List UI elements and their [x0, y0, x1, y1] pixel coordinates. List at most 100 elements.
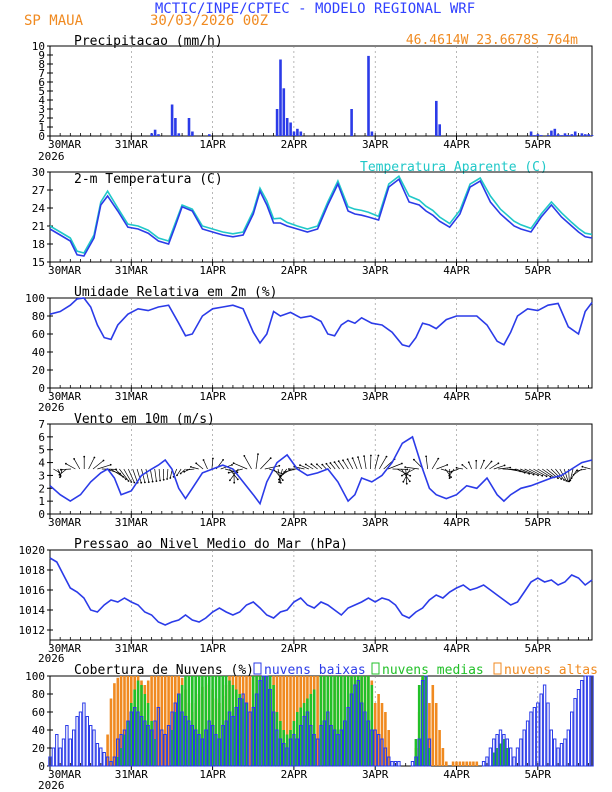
- wind-arrow-head: [333, 461, 336, 463]
- wind-arrow-head: [545, 475, 548, 478]
- wind-arrow-head: [195, 462, 198, 465]
- cloud-mid-bar: [421, 676, 424, 766]
- x-date-label: 3APR: [362, 516, 389, 529]
- wind-arrow-head: [325, 462, 328, 465]
- x-date-label: 5APR: [525, 390, 552, 403]
- wind-arrow: [277, 468, 282, 483]
- wind-arrow: [347, 459, 354, 470]
- wind-arrow: [468, 462, 473, 470]
- wind-arrow-head: [549, 475, 552, 478]
- y-tick-label: 40: [32, 346, 45, 359]
- wind-arrow: [524, 468, 539, 476]
- wind-arrow-head: [236, 478, 239, 481]
- precip-bar: [560, 135, 563, 136]
- wind-arrow: [493, 465, 505, 470]
- clouds-panel: 0 20 40 60 80 100 30MAR 31MAR 1APR 2APR 3APR 4APR 5A…: [25, 670, 594, 781]
- cloud-mid-bar: [350, 676, 353, 766]
- cloud-mid-bar: [428, 748, 431, 766]
- plot-frame: [49, 423, 593, 515]
- cloud-mid-bar: [201, 676, 204, 766]
- x-date-label: 31MAR: [115, 390, 148, 403]
- cloud-mid-bar: [506, 748, 509, 766]
- cloud-low-bar: [221, 725, 225, 767]
- x-date-label: 1APR: [199, 642, 226, 655]
- x-date-label: 1APR: [199, 768, 226, 781]
- cloud-low-bar: [129, 711, 134, 767]
- cloud-mid-bar: [235, 689, 238, 766]
- y-tick-label: 1: [38, 495, 45, 508]
- cloud-low-bar: [410, 761, 415, 767]
- y-tick-label: 1012: [19, 624, 46, 637]
- cloud-low-bar: [424, 675, 428, 767]
- cloud-low-bar: [210, 725, 215, 767]
- y-tick-label: 8: [38, 58, 45, 71]
- wind-arrow: [352, 458, 358, 470]
- cloud-low-bar: [136, 711, 140, 767]
- precip-bar: [553, 128, 557, 136]
- cloud-low-bar: [393, 761, 398, 767]
- cloud-high-bar: [167, 676, 170, 766]
- cloud-low-bar: [166, 725, 171, 767]
- y-tick-label: 0: [38, 130, 45, 143]
- cloud-high-bar: [289, 676, 292, 766]
- cloud-low-bar: [559, 743, 564, 767]
- wind-arrow: [92, 460, 104, 470]
- x-date-label: 3APR: [362, 768, 389, 781]
- cloud-low-bar: [85, 716, 89, 767]
- wind-arrow: [299, 464, 309, 470]
- clouds-legend-medias-swatch: [371, 662, 380, 675]
- y-tick-label: 60: [32, 328, 45, 341]
- precip-bar: [529, 131, 533, 136]
- wind-arrow-head: [229, 479, 231, 482]
- cloud-low-bar: [190, 725, 195, 767]
- wind-arrow-head: [231, 464, 233, 466]
- cloud-high-bar: [472, 761, 475, 766]
- wind-arrow: [260, 457, 271, 470]
- wind-arrow: [489, 463, 499, 470]
- cloud-low-bar: [566, 729, 570, 767]
- x-date-label: 30MAR: [48, 390, 81, 403]
- y-tick-label: 3: [38, 469, 45, 482]
- cloud-low-bar: [58, 747, 62, 767]
- cloud-low-bar: [536, 702, 540, 767]
- wind-arrow-head: [528, 472, 531, 475]
- wind-arrow-head: [243, 455, 246, 457]
- wind-arrow: [401, 468, 415, 476]
- wind-arrow-head: [232, 462, 235, 465]
- clouds-legend-baixas-swatch: [253, 662, 262, 675]
- y-tick-label: 4: [38, 457, 45, 470]
- cloud-low-bar: [397, 761, 401, 767]
- cloud-low-bar: [363, 711, 367, 767]
- wind-arrow-head: [278, 481, 280, 484]
- wind-arrow-head: [490, 460, 493, 463]
- y-tick-label: 100: [25, 670, 45, 683]
- cloud-high-bar: [465, 761, 468, 766]
- cloud-mid-bar: [150, 721, 153, 766]
- cloud-low-bar: [519, 738, 523, 767]
- precip-bar: [587, 134, 590, 136]
- rh-title: Umidade Relativa em 2m (%): [74, 285, 278, 300]
- cloud-high-bar: [373, 703, 377, 766]
- cloud-mid-bar: [414, 739, 418, 766]
- wind-arrow: [190, 466, 199, 470]
- wind-arrow-head: [404, 466, 407, 468]
- cloud-low-bar: [244, 702, 249, 767]
- cloud-mid-bar: [360, 676, 363, 766]
- cloud-mid-bar: [231, 685, 235, 766]
- y-tick-label: 9: [38, 49, 45, 62]
- cloud-low-bar: [119, 734, 123, 767]
- wind-arrow: [451, 468, 459, 472]
- wind-arrow-head: [304, 463, 307, 466]
- wind-arrow: [316, 464, 323, 470]
- rh-panel: 0 20 40 60 80 100 30MAR 31MAR 1APR 2APR 3APR 4APR 5A…: [25, 292, 593, 403]
- wind-arrow: [511, 468, 525, 474]
- cloud-mid-bar: [417, 685, 421, 766]
- cloud-low-bar: [312, 734, 316, 767]
- precip-bar: [435, 100, 438, 136]
- precip-bar: [550, 130, 553, 136]
- cloud-mid-bar: [333, 676, 336, 766]
- wind-arrow-head: [127, 480, 130, 482]
- wind-arrow: [114, 468, 127, 480]
- x-date-label: 2APR: [281, 390, 308, 403]
- wind-arrow-head: [446, 464, 449, 466]
